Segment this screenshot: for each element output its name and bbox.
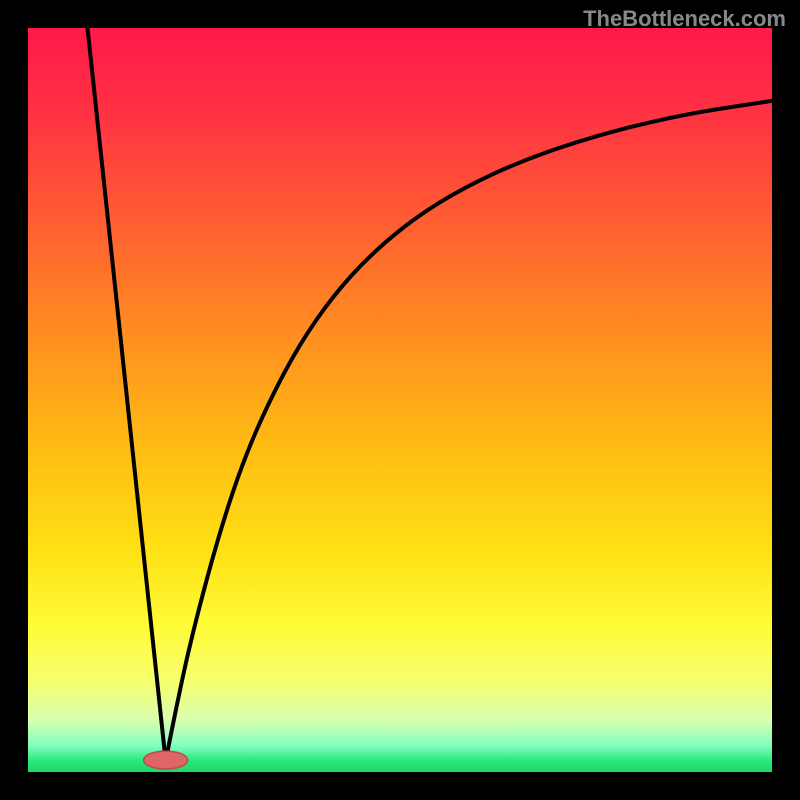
optimal-point-marker: [144, 751, 188, 769]
bottleneck-chart: TheBottleneck.com: [0, 0, 800, 800]
chart-gradient-bg: [28, 28, 772, 772]
chart-canvas: [0, 0, 800, 800]
watermark-text: TheBottleneck.com: [583, 6, 786, 32]
